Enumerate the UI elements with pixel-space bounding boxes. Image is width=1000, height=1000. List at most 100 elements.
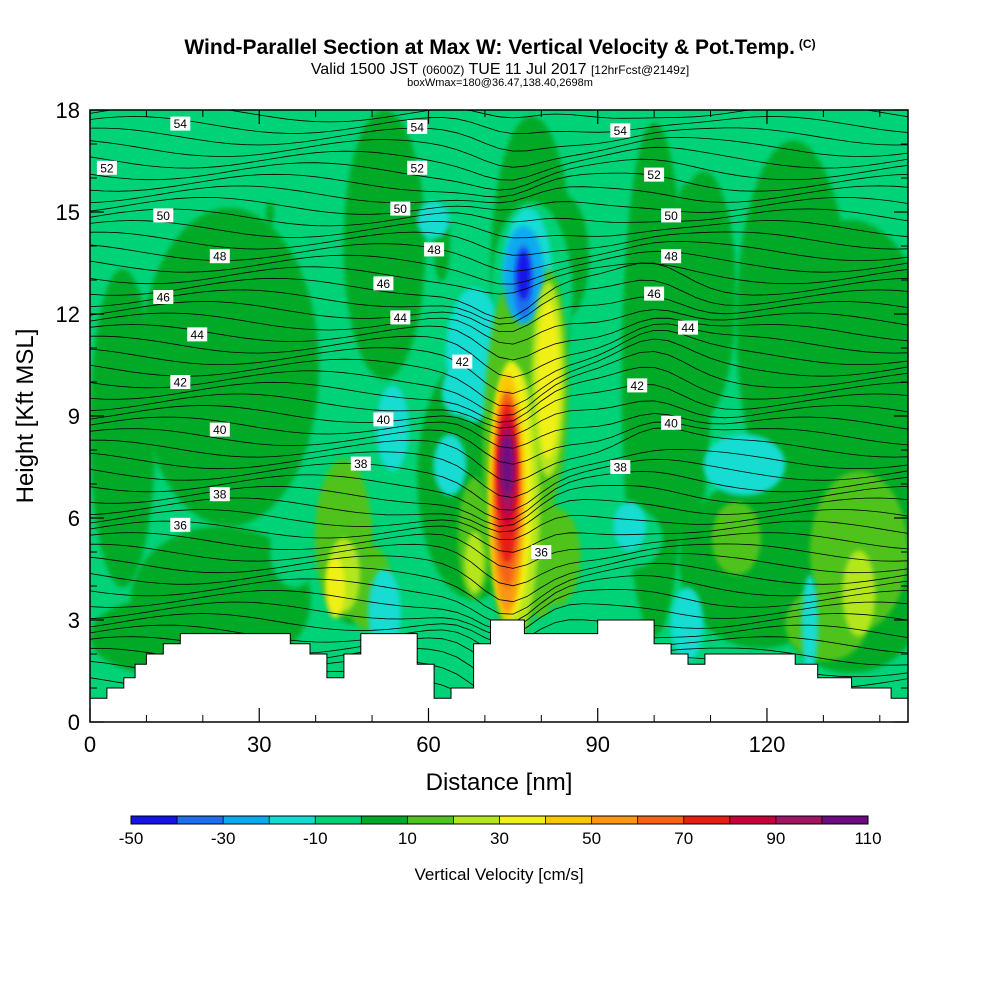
valid-date: TUE 11 Jul 2017 (468, 61, 587, 78)
isentrope-label-box (531, 545, 552, 559)
isentrope-line (90, 262, 908, 295)
isentrope-label-box (209, 249, 230, 264)
isentrope-label-box (350, 456, 371, 471)
velocity-blob (801, 575, 819, 674)
y-axis-label: Height [Kft MSL] (12, 329, 39, 504)
colorbar-swatch (361, 816, 408, 824)
x-axis-label: Distance [nm] (426, 769, 573, 796)
isentrope-label: 52 (96, 160, 117, 175)
colorbar-swatch (545, 816, 593, 824)
velocity-blob (417, 201, 450, 239)
isentrope-label-box (373, 276, 394, 291)
isentrope-label: 38 (209, 487, 230, 502)
y-tick-label: 0 (68, 710, 80, 735)
colorbar-swatch (315, 816, 362, 824)
isentrope-label-box (209, 487, 230, 502)
isentrope-label-box (170, 517, 191, 532)
box-info: boxWmax=180@36.47,138.40,2698m (407, 77, 593, 89)
isentrope-line (90, 110, 908, 123)
isentrope-label-text: 52 (100, 161, 114, 175)
isentrope-label-text: 44 (191, 328, 205, 342)
isentrope-label-box (610, 460, 631, 474)
isentrope-label-box (644, 286, 665, 301)
isentrope-label: 40 (661, 415, 682, 430)
y-tick-label: 15 (56, 200, 80, 225)
isentrope-label: 50 (390, 201, 411, 216)
velocity-blob (441, 367, 475, 416)
isentrope-line (90, 158, 908, 191)
isentrope-label-text: 46 (647, 287, 661, 301)
isentrope-line (90, 231, 908, 256)
isentrope-label-box (390, 310, 411, 325)
isentrope-label-box (644, 167, 665, 182)
colorbar-swatch (177, 816, 224, 824)
isentrope-line (90, 448, 908, 499)
y-tick-label: 3 (68, 608, 80, 633)
isentrope-label-text: 38 (354, 457, 368, 471)
colorbar-tick-label: 50 (582, 829, 601, 848)
isentrope-line (90, 383, 908, 429)
isentrope-line (90, 351, 908, 417)
colorbar-swatch (683, 816, 731, 824)
isentrope-label-text: 50 (664, 209, 678, 223)
isentrope-label: 54 (170, 116, 191, 131)
isentrope-label-box (209, 422, 230, 437)
velocity-blob (516, 250, 531, 300)
y-tick-label: 12 (56, 302, 80, 327)
y-tick-label: 18 (56, 98, 80, 123)
x-tick-label: 60 (416, 732, 440, 757)
isentrope-line (90, 470, 908, 520)
isentrope-line (90, 136, 908, 168)
isentrope-label-box (407, 120, 428, 134)
colorbar-swatch (729, 816, 777, 824)
isentrope-label: 46 (644, 286, 665, 301)
isentrope-label: 38 (610, 460, 631, 475)
isentrope-label: 40 (209, 422, 230, 437)
isentrope-line (90, 413, 908, 449)
isentrope-line (90, 279, 908, 325)
isentrope-label: 42 (170, 375, 191, 390)
isentrope-label-box (170, 116, 191, 131)
colorbar: -50 -30 -10 10 30 50 70 90 110 (119, 815, 882, 848)
isentrope-line (90, 127, 908, 152)
isentrope-label-box (627, 378, 648, 393)
isentrope-label-box (452, 354, 473, 369)
isentrope-label-box (373, 412, 394, 427)
y-tick-label: 9 (68, 404, 80, 429)
colorbar-swatch (821, 816, 869, 824)
isentrope-label-box (661, 249, 682, 264)
isentrope-line (90, 296, 908, 332)
x-tick-label: 120 (749, 732, 786, 757)
valid-time: Valid 1500 JST (310, 61, 418, 78)
isentrope-line (90, 532, 908, 569)
colorbar-swatch (775, 816, 823, 824)
velocity-blob (464, 532, 485, 594)
isentrope-line (90, 250, 908, 285)
colorbar-swatch (637, 816, 685, 824)
velocity-blob (613, 501, 647, 551)
isentrope-label-box (390, 201, 411, 216)
colorbar-tick-label: -30 (211, 829, 236, 848)
isentrope-label: 46 (373, 276, 394, 291)
isentrope-label-box (678, 320, 698, 335)
x-tick-label: 90 (585, 732, 609, 757)
isentrope-line (90, 366, 908, 423)
isentrope-label-text: 40 (664, 416, 678, 430)
isentrope-label-text: 52 (411, 161, 425, 175)
isentrope-label-text: 40 (377, 413, 391, 427)
velocity-blob (265, 201, 275, 227)
isentrope-label: 44 (187, 327, 208, 342)
colorbar-swatch (131, 816, 178, 824)
colorbar-swatch (407, 816, 454, 824)
isentrope-label-box (187, 327, 208, 342)
x-tick-label: 30 (247, 732, 271, 757)
colorbar-swatch (591, 816, 639, 824)
isentrope-line (90, 208, 908, 227)
isentrope-label-text: 36 (535, 546, 549, 560)
isentrope-line (90, 309, 908, 345)
isentrope-label: 48 (209, 249, 230, 264)
isentrope-label-text: 42 (631, 379, 645, 393)
isentrope-label-text: 46 (377, 277, 391, 291)
x-tick-label: 0 (84, 732, 96, 757)
isentrope-label: 50 (153, 208, 174, 223)
